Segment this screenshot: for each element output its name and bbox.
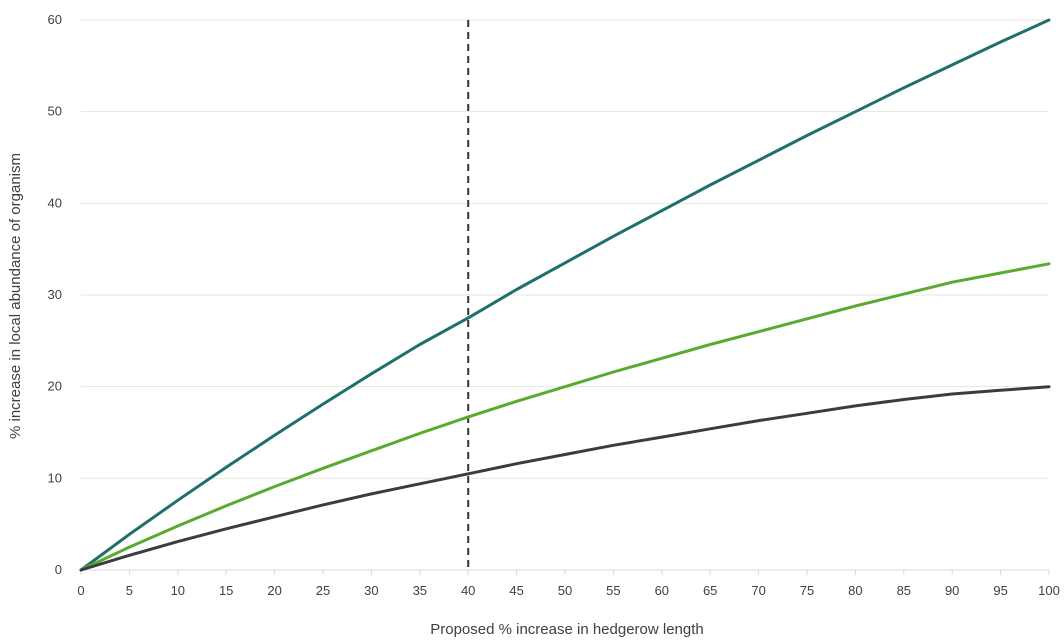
series-line-1 <box>79 18 1051 572</box>
series-line-3 <box>79 385 1051 572</box>
x-tick-label: 20 <box>267 583 281 598</box>
x-tick-label: 40 <box>461 583 475 598</box>
y-tick-label: 20 <box>48 379 62 394</box>
x-tick-label: 65 <box>703 583 717 598</box>
x-tick-label: 80 <box>848 583 862 598</box>
x-tick-label: 5 <box>126 583 133 598</box>
tick-labels: 0 10 20 30 40 50 60 0 5 10 15 20 25 30 35 40 45 50 55 60 65 7… <box>48 12 1060 598</box>
y-tick-label: 0 <box>55 562 62 577</box>
axes <box>80 569 1050 575</box>
x-tick-label: 85 <box>897 583 911 598</box>
series-line-2 <box>79 262 1051 572</box>
x-tick-label: 55 <box>606 583 620 598</box>
x-tick-label: 90 <box>945 583 959 598</box>
x-axis-title: Proposed % increase in hedgerow length <box>430 621 704 638</box>
x-tick-label: 35 <box>413 583 427 598</box>
x-tick-label: 75 <box>800 583 814 598</box>
x-tick-label: 45 <box>509 583 523 598</box>
x-tick-label: 95 <box>993 583 1007 598</box>
x-tick-label: 60 <box>655 583 669 598</box>
x-tick-label: 30 <box>364 583 378 598</box>
y-tick-label: 40 <box>48 195 62 210</box>
x-tick-label: 10 <box>171 583 185 598</box>
x-tick-label: 100 <box>1038 583 1060 598</box>
x-tick-label: 15 <box>219 583 233 598</box>
x-tick-label: 70 <box>751 583 765 598</box>
y-tick-label: 60 <box>48 12 62 27</box>
y-tick-label: 10 <box>48 470 62 485</box>
series-lines <box>79 18 1051 572</box>
y-axis-title: % increase in local abundance of organis… <box>7 153 24 439</box>
x-tick-label: 0 <box>77 583 84 598</box>
y-tick-label: 50 <box>48 104 62 119</box>
gridlines <box>81 19 1049 479</box>
x-tick-label: 50 <box>558 583 572 598</box>
y-tick-label: 30 <box>48 287 62 302</box>
x-tick-label: 25 <box>316 583 330 598</box>
